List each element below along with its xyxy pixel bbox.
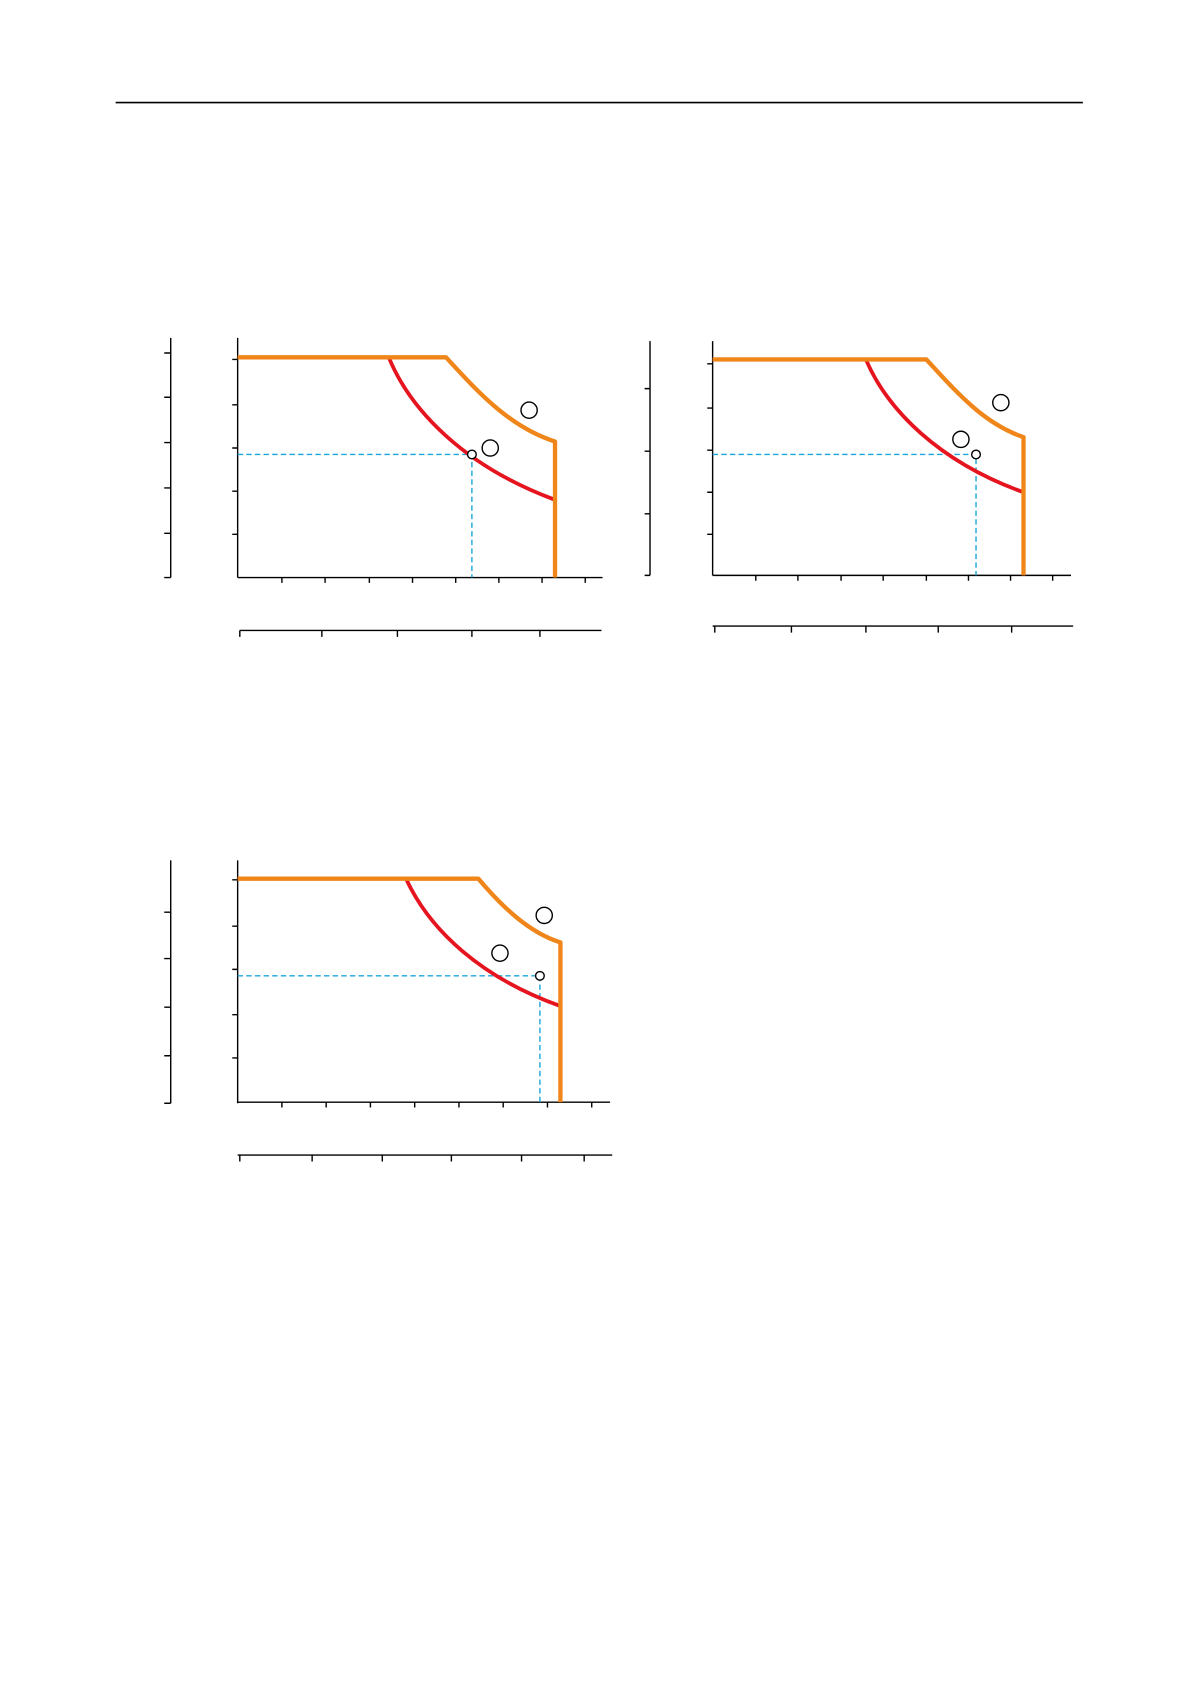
guide-line <box>712 453 977 576</box>
marker-circle <box>481 439 500 457</box>
secondary-x-axis <box>237 1154 613 1162</box>
y-axis <box>232 337 239 578</box>
secondary-y-axis <box>164 860 172 1104</box>
guide-line <box>237 453 473 578</box>
guide-line <box>237 975 541 1103</box>
marker-circle <box>535 906 554 925</box>
secondary-y-axis <box>164 337 172 579</box>
secondary-x-axis <box>239 629 602 637</box>
diagram <box>644 341 1074 633</box>
orange-curve <box>237 876 563 1103</box>
secondary-y-axis <box>644 341 651 577</box>
diagram <box>164 860 613 1162</box>
x-axis <box>237 1101 611 1108</box>
marker-circle <box>491 944 509 962</box>
marker-circle <box>992 393 1010 412</box>
marker-circle <box>952 430 970 449</box>
orange-curve <box>237 355 558 578</box>
point <box>466 449 477 460</box>
diagram <box>164 337 603 637</box>
marker-circle <box>520 401 538 420</box>
orange-curve <box>712 357 1026 576</box>
y-axis <box>232 860 239 1104</box>
secondary-x-axis <box>712 625 1074 633</box>
x-axis <box>237 576 603 583</box>
y-axis <box>707 341 714 576</box>
point <box>970 449 982 460</box>
red-curve <box>864 358 1025 495</box>
point <box>534 970 545 981</box>
red-curve <box>404 877 562 1008</box>
x-axis <box>712 574 1072 581</box>
red-curve <box>387 356 556 502</box>
